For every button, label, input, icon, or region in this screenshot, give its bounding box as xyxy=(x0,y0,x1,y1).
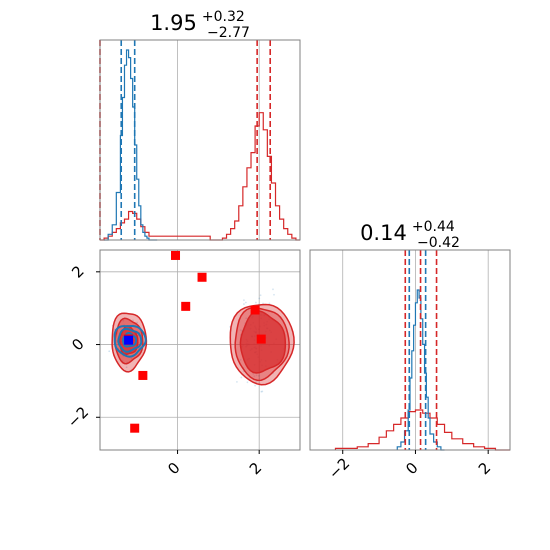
title-sup: +0.32 xyxy=(202,9,245,25)
joint-markers xyxy=(124,250,266,433)
bottom-right-frame xyxy=(309,249,511,451)
sample-point xyxy=(273,293,275,296)
red-square-marker xyxy=(181,301,191,311)
y-tick-label: −2 xyxy=(64,403,92,431)
sample-point xyxy=(136,321,138,324)
top-left-histogram-panel: 1.95 +0.32 −2.77 xyxy=(99,6,301,241)
sample-point xyxy=(246,381,249,384)
contour-blue-outer xyxy=(113,325,147,358)
sample-point xyxy=(239,329,242,332)
bottom-right-title: 0.14 +0.44 −0.42 xyxy=(360,216,460,251)
sample-point xyxy=(245,317,248,320)
red-square-marker xyxy=(250,305,260,315)
sample-point xyxy=(253,375,256,378)
x-tick-label: −2 xyxy=(325,454,353,482)
top-left-quantile-lines xyxy=(99,40,272,240)
top-left-frame xyxy=(99,39,301,241)
blue-square-marker xyxy=(124,335,134,345)
red-square-marker xyxy=(171,250,181,260)
sample-point xyxy=(258,297,261,300)
histogram-blue xyxy=(104,49,158,241)
sample-point xyxy=(243,303,245,305)
sample-point xyxy=(255,374,258,377)
sample-point xyxy=(243,299,245,302)
red-square-marker xyxy=(256,334,266,344)
sample-point xyxy=(252,372,255,375)
title-value: 1.95 xyxy=(150,11,197,35)
sample-point xyxy=(132,319,134,322)
red-square-marker xyxy=(130,423,140,433)
y-tick-label: 0 xyxy=(68,335,87,354)
red-square-marker xyxy=(197,272,207,282)
joint-frame xyxy=(99,249,301,451)
bottom-right-series xyxy=(334,289,510,451)
sample-point xyxy=(236,381,238,383)
x-tick-label: 2 xyxy=(246,459,265,478)
bottom-right-quantile-lines xyxy=(404,250,438,450)
contour-blue-mid xyxy=(117,327,143,353)
sample-point xyxy=(239,358,242,361)
top-left-series xyxy=(100,49,300,241)
bottom-right-x-ticks: −2 0 2 xyxy=(325,450,494,483)
sample-point xyxy=(258,374,260,377)
sample-point xyxy=(254,384,256,387)
top-left-title: 1.95 +0.32 −2.77 xyxy=(150,6,250,41)
sample-point xyxy=(255,301,257,304)
sample-point xyxy=(268,302,271,305)
title-sub: −0.42 xyxy=(417,235,460,251)
histogram-red xyxy=(100,112,300,241)
sample-point xyxy=(260,390,263,393)
sample-point xyxy=(258,377,261,380)
red-square-marker xyxy=(138,370,148,380)
sample-point xyxy=(125,366,128,369)
joint-y-ticks: −2 0 2 xyxy=(64,262,100,431)
title-sub: −2.77 xyxy=(207,25,250,41)
x-tick-label: 0 xyxy=(164,459,183,478)
title-sup: +0.44 xyxy=(412,219,455,235)
title-value: 0.14 xyxy=(360,221,407,245)
sample-point xyxy=(244,301,247,304)
sample-point xyxy=(259,294,262,297)
histogram-red xyxy=(334,409,510,451)
bottom-right-histogram-panel: 0.14 +0.44 −0.42 −2 0 2 xyxy=(309,216,511,483)
bottom-right-grid xyxy=(342,250,489,450)
sample-point xyxy=(108,350,111,353)
sample-point xyxy=(258,374,261,377)
x-tick-label: 0 xyxy=(402,459,421,478)
x-tick-label: 2 xyxy=(475,459,494,478)
top-left-grid xyxy=(177,40,260,240)
sample-point xyxy=(272,288,274,291)
y-tick-label: 2 xyxy=(68,262,87,281)
histogram-blue xyxy=(396,289,445,451)
sample-point xyxy=(240,376,243,379)
sample-point xyxy=(261,390,264,393)
